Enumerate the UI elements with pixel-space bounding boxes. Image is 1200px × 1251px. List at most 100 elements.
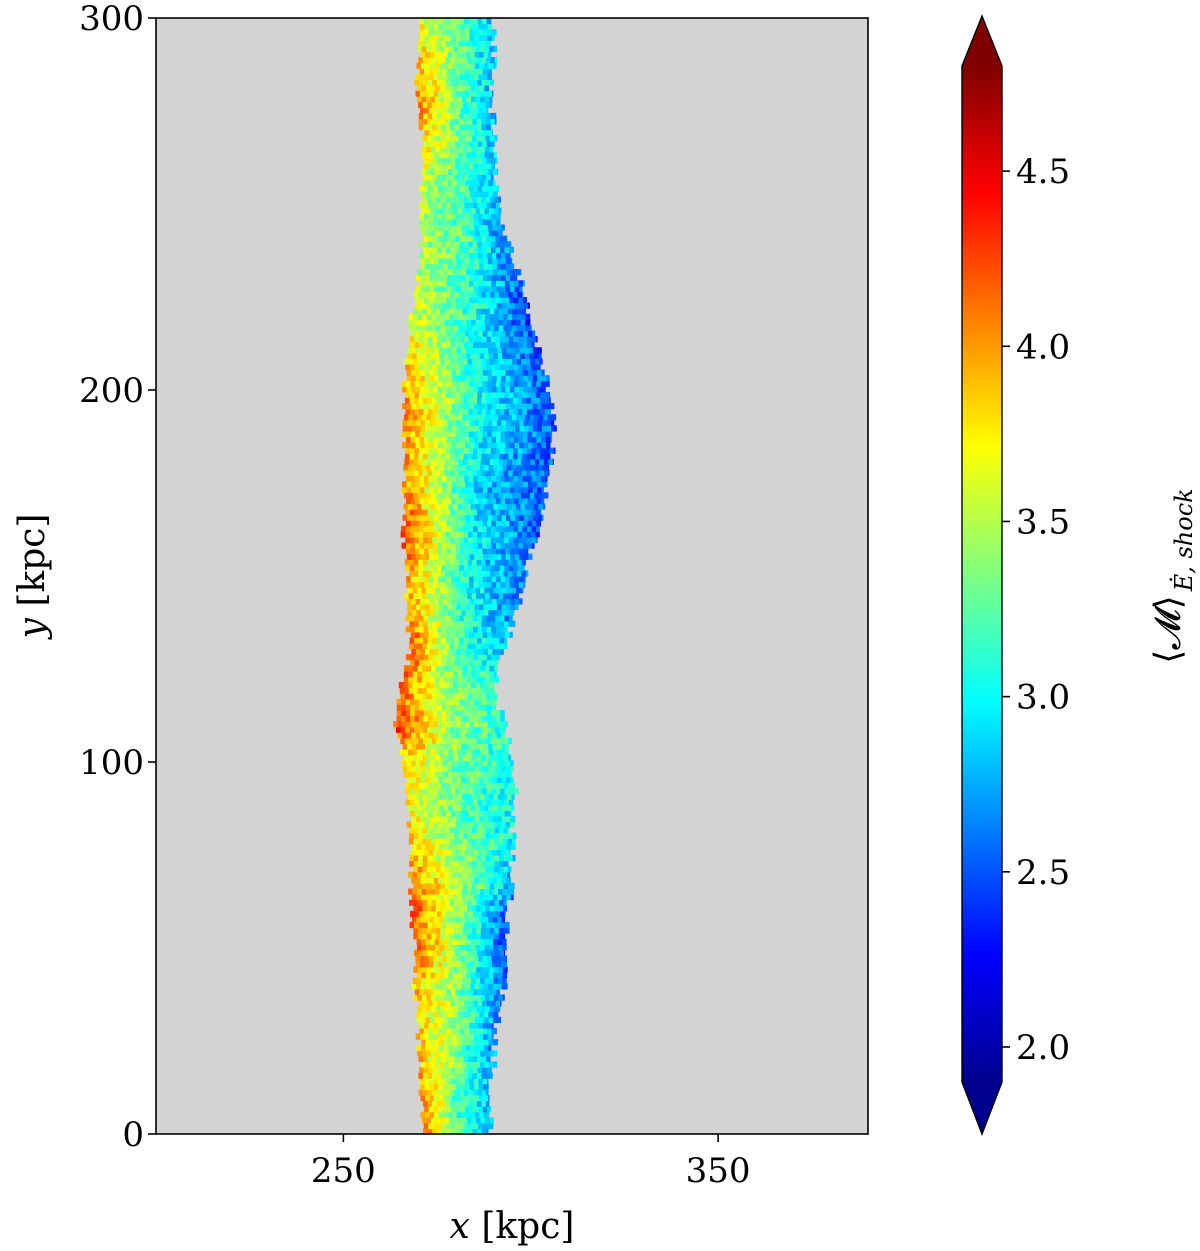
heatmap-cell [502, 994, 505, 1001]
heatmap-cell [399, 687, 405, 694]
heatmap-cell [486, 659, 492, 666]
heatmap-cell [474, 274, 480, 281]
heatmap-cell [516, 458, 522, 465]
heatmap-cell [468, 163, 475, 170]
heatmap-cell [468, 1055, 474, 1063]
heatmap-cell [473, 330, 479, 337]
heatmap-cell [496, 224, 502, 231]
heatmap-cell [474, 598, 480, 605]
heatmap-cell [437, 380, 443, 387]
heatmap-cell [503, 855, 509, 862]
heatmap-cell [530, 324, 532, 332]
heatmap-cell [424, 553, 430, 560]
heatmap-cell [435, 592, 441, 599]
heatmap-cell [456, 609, 463, 616]
heatmap-cell [457, 1039, 463, 1046]
heatmap-cell [472, 453, 478, 460]
heatmap-cell [437, 497, 443, 505]
heatmap-cell [422, 570, 428, 577]
heatmap-cell [427, 799, 434, 806]
heatmap-cell [452, 503, 459, 510]
heatmap-cell [478, 436, 484, 443]
heatmap-cell [518, 481, 524, 488]
heatmap-cell [453, 888, 459, 895]
heatmap-cell [453, 838, 459, 845]
heatmap-cell [449, 397, 456, 404]
heatmap-cell [458, 469, 464, 477]
heatmap-cell [517, 397, 523, 404]
heatmap-cell [437, 810, 443, 817]
heatmap-cell [464, 185, 470, 192]
heatmap-cell [455, 1027, 461, 1035]
heatmap-cell [430, 843, 436, 851]
heatmap-cell [495, 564, 501, 572]
heatmap-cell [436, 559, 442, 566]
heatmap-cell [500, 525, 506, 532]
heatmap-cell [470, 1111, 476, 1118]
colorbar-tick-label: 2.0 [1016, 1028, 1070, 1068]
heatmap-cell [497, 168, 499, 175]
heatmap-cell [448, 1016, 454, 1023]
heatmap-cell [465, 1033, 471, 1040]
heatmap-cell [421, 84, 427, 92]
heatmap-cell [465, 815, 471, 823]
heatmap-cell [426, 1117, 432, 1124]
heatmap-cell [485, 860, 491, 867]
heatmap-cell [420, 553, 426, 560]
heatmap-cell [445, 570, 451, 577]
heatmap-cell [449, 866, 455, 873]
heatmap-cell [521, 358, 527, 365]
heatmap-cell [428, 654, 434, 661]
heatmap-cell [482, 252, 488, 259]
heatmap-cell [501, 274, 507, 281]
heatmap-cell [494, 693, 498, 700]
heatmap-cell [439, 771, 445, 778]
heatmap-cell [459, 782, 465, 789]
heatmap-cell [480, 135, 487, 142]
heatmap-cell [429, 743, 435, 750]
heatmap-cell [446, 1067, 452, 1074]
heatmap-cell [473, 626, 479, 633]
heatmap-cell [418, 693, 424, 700]
heatmap-cell [415, 961, 421, 968]
heatmap-cell [482, 1106, 488, 1113]
heatmap-cell [454, 391, 460, 399]
heatmap-cell [465, 1111, 471, 1118]
heatmap-cell [408, 838, 414, 845]
heatmap-cell [474, 648, 480, 655]
heatmap-cell [482, 486, 489, 493]
heatmap-cell [413, 838, 419, 845]
heatmap-cell [430, 269, 436, 276]
heatmap-cell [474, 51, 480, 58]
heatmap-cell [497, 748, 503, 756]
heatmap-cell [510, 553, 516, 560]
heatmap-cell [482, 576, 488, 583]
heatmap-cell [464, 542, 470, 549]
heatmap-cell [424, 576, 430, 583]
heatmap-cell [477, 637, 483, 644]
heatmap-cell [491, 626, 497, 633]
heatmap-cell [430, 96, 436, 103]
heatmap-cell [420, 961, 426, 968]
heatmap-cell [441, 185, 447, 192]
heatmap-cell [478, 1083, 484, 1090]
heatmap-cell [490, 1072, 493, 1079]
heatmap-cell [455, 202, 461, 209]
heatmap-cell [465, 263, 471, 270]
heatmap-cell [464, 430, 470, 438]
heatmap-cell [477, 112, 483, 120]
heatmap-cell [413, 905, 419, 912]
heatmap-cell [438, 190, 444, 198]
heatmap-cell [505, 553, 511, 560]
heatmap-cell [438, 732, 444, 739]
heatmap-cell [485, 458, 491, 465]
heatmap-cell [433, 732, 439, 739]
heatmap-cell [405, 509, 411, 516]
heatmap-cell [404, 469, 410, 477]
heatmap-cell [533, 503, 539, 510]
heatmap-cell [443, 843, 449, 851]
heatmap-cell [478, 330, 484, 337]
heatmap-cell [487, 548, 493, 555]
heatmap-cell [460, 1078, 466, 1085]
heatmap-cell [482, 341, 488, 348]
